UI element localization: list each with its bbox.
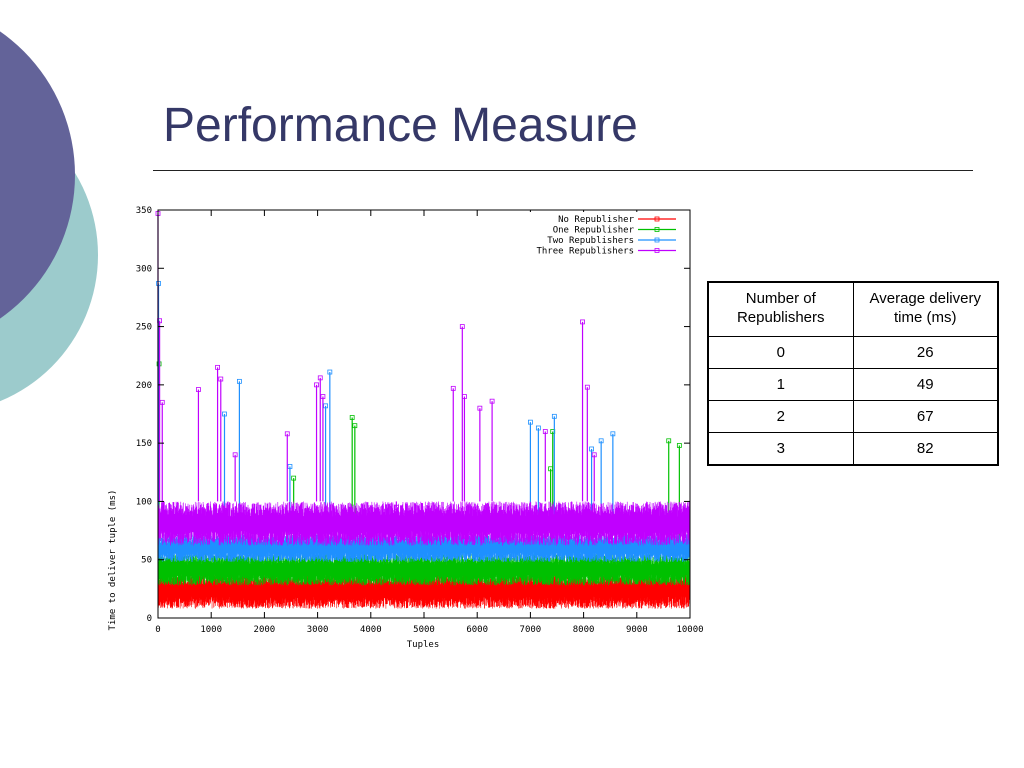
decor-circle-dark [0, 31, 75, 319]
legend-label: Three Republishers [536, 247, 634, 257]
header-delivery-time: Average delivery time (ms) [852, 281, 999, 337]
cell-republishers: 3 [707, 431, 854, 465]
x-tick-label: 2000 [254, 625, 276, 635]
page-title: Performance Measure [163, 99, 638, 152]
x-tick-label: 9000 [626, 625, 648, 635]
data-point [489, 398, 495, 404]
legend-background [508, 212, 688, 260]
cell-delivery-time: 82 [852, 431, 999, 465]
y-tick-label: 100 [136, 497, 152, 507]
legend-marker [654, 227, 660, 232]
legend-label: No Republisher [558, 215, 634, 225]
x-tick-label: 10000 [676, 625, 703, 635]
x-tick-label: 8000 [573, 625, 595, 635]
table-row: 3 82 [707, 431, 999, 465]
data-point [535, 425, 541, 431]
data-point [610, 431, 616, 437]
data-point [598, 438, 604, 444]
table-row: 1 49 [707, 367, 999, 401]
cell-delivery-time: 67 [852, 399, 999, 433]
data-point [317, 375, 323, 381]
cell-delivery-time: 26 [852, 335, 999, 369]
x-tick-label: 5000 [413, 625, 435, 635]
data-point [323, 403, 328, 409]
x-tick-label: 6000 [466, 625, 488, 635]
data-point [589, 446, 594, 452]
slide-decoration [0, 0, 110, 420]
delivery-time-table: Number of Republishers Average delivery … [707, 281, 999, 466]
y-axis-label: Time to deliver tuple (ms) [108, 490, 118, 631]
y-tick-label: 50 [141, 556, 152, 566]
data-point [477, 405, 483, 411]
performance-chart: 0 50 100 150 200 250 300 350 0 1000 2000 3000 4000 50… [102, 200, 722, 660]
table-row: 2 67 [707, 399, 999, 433]
data-point [352, 423, 358, 429]
y-tick-label: 350 [136, 206, 152, 216]
header-republishers: Number of Republishers [707, 281, 854, 337]
data-point [551, 413, 557, 419]
x-tick-label: 3000 [307, 625, 329, 635]
y-tick-label: 150 [136, 439, 152, 449]
data-point [284, 431, 290, 437]
series-layer [155, 211, 691, 609]
cell-delivery-time: 49 [852, 367, 999, 401]
legend-marker [654, 248, 660, 253]
axis-layer: 0 50 100 150 200 250 300 350 0 1000 2000 3000 4000 50… [136, 206, 704, 635]
cell-republishers: 0 [707, 335, 854, 369]
table-row: 0 26 [707, 335, 999, 369]
data-point [527, 419, 533, 425]
cell-republishers: 1 [707, 367, 854, 401]
data-point [450, 385, 456, 391]
series-three-republishers [155, 211, 691, 546]
data-point [314, 382, 319, 388]
data-point [287, 464, 293, 469]
data-point [580, 319, 585, 325]
data-point [222, 411, 227, 417]
legend-label: Two Republishers [547, 236, 634, 246]
x-axis-label: Tuples [407, 640, 440, 650]
cell-republishers: 2 [707, 399, 854, 433]
data-point [584, 384, 590, 390]
x-tick-label: 1000 [200, 625, 222, 635]
data-point [349, 415, 355, 420]
data-point [542, 429, 548, 434]
y-tick-label: 0 [147, 614, 152, 624]
data-point [291, 475, 297, 481]
legend-marker [654, 216, 660, 222]
legend-label: One Republisher [553, 226, 635, 236]
x-tick-label: 4000 [360, 625, 382, 635]
y-tick-label: 200 [136, 381, 152, 391]
data-point [666, 438, 672, 444]
x-tick-label: 7000 [520, 625, 542, 635]
data-point [218, 376, 224, 382]
data-point [232, 452, 238, 458]
data-point [196, 387, 201, 392]
data-point [591, 452, 597, 458]
title-divider [153, 170, 973, 171]
y-tick-label: 250 [136, 323, 152, 333]
data-point [159, 399, 165, 405]
data-point [327, 369, 333, 375]
legend-marker [654, 237, 660, 243]
data-point [215, 364, 220, 370]
data-point [676, 443, 682, 448]
data-point [459, 324, 465, 329]
data-point [236, 378, 242, 384]
data-point [462, 394, 467, 399]
x-tick-label: 0 [155, 625, 160, 635]
data-point [320, 394, 326, 399]
data-point [393, 504, 399, 510]
y-tick-label: 300 [136, 264, 152, 274]
table-header-row: Number of Republishers Average delivery … [707, 281, 999, 337]
